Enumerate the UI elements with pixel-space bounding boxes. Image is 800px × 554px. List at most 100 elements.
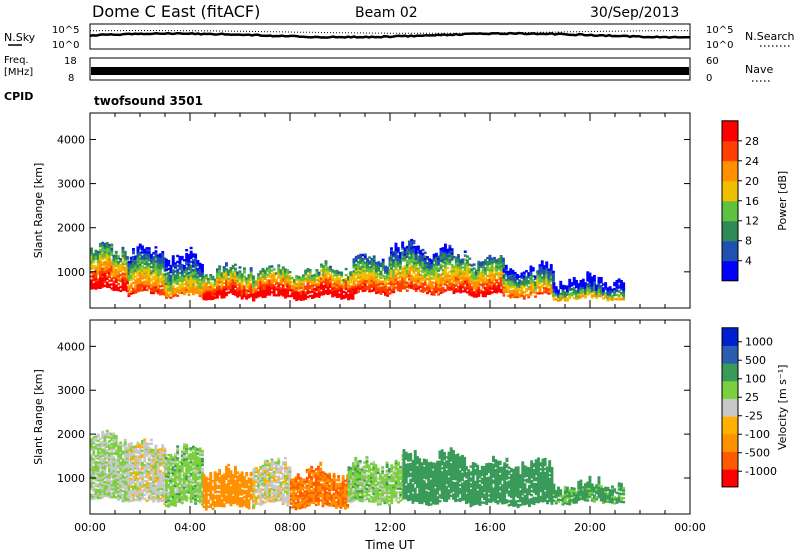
data-cell — [183, 448, 186, 452]
data-cell — [457, 262, 460, 265]
data-cell — [129, 489, 133, 492]
data-cell — [279, 269, 283, 272]
data-cell — [192, 481, 195, 484]
data-cell — [96, 457, 100, 460]
data-cell — [403, 267, 407, 270]
data-cell — [204, 290, 208, 293]
data-cell — [159, 265, 162, 268]
data-cell — [225, 272, 228, 275]
data-cell — [295, 288, 299, 292]
data-cell — [161, 264, 165, 268]
data-cell — [90, 283, 93, 286]
data-band — [165, 246, 204, 299]
data-cell — [441, 253, 445, 256]
data-cell — [504, 274, 508, 278]
data-cell — [129, 479, 133, 483]
data-cell — [354, 265, 358, 269]
data-cell — [159, 491, 162, 495]
data-cell — [165, 278, 168, 281]
data-cell — [448, 254, 452, 258]
data-cell — [581, 290, 585, 293]
data-cell — [159, 273, 162, 276]
data-cell — [114, 496, 118, 499]
data-cell — [466, 259, 469, 262]
data-cell — [394, 242, 398, 246]
data-cell — [150, 492, 153, 495]
data-cell — [112, 264, 116, 268]
data-cell — [466, 273, 469, 276]
data-cell — [150, 257, 153, 261]
data-cell — [99, 260, 102, 264]
data-cell — [313, 293, 317, 297]
data-cell — [161, 460, 165, 463]
data-cell — [240, 287, 244, 290]
data-cell — [171, 277, 175, 280]
data-cell — [192, 467, 195, 470]
data-cell — [220, 487, 224, 490]
data-cell — [196, 283, 200, 287]
data-cell — [123, 458, 127, 461]
data-cell — [96, 284, 100, 287]
data-cell — [561, 286, 565, 290]
data-cell — [211, 275, 215, 279]
data-cell — [147, 476, 151, 479]
data-cell — [202, 495, 206, 499]
data-cell — [123, 254, 127, 258]
data-cell — [549, 264, 553, 267]
data-cell — [117, 269, 120, 272]
data-cell — [518, 289, 522, 292]
data-cell — [216, 294, 219, 297]
data-cell — [141, 471, 144, 474]
data-cell — [189, 252, 193, 256]
data-cell — [150, 476, 153, 479]
data-cell — [159, 487, 162, 491]
data-cell — [189, 290, 193, 293]
data-cell — [540, 276, 544, 279]
data-cell — [169, 278, 173, 282]
data-cell — [129, 465, 133, 469]
data-cell — [477, 272, 481, 276]
y-tick-label: 3000 — [57, 178, 85, 191]
data-cell — [293, 289, 296, 292]
data-cell — [167, 501, 171, 504]
data-cell — [127, 472, 131, 475]
data-cell — [579, 286, 583, 289]
data-cell — [279, 273, 283, 276]
data-cell — [90, 263, 93, 266]
data-cell — [557, 291, 560, 294]
data-cell — [249, 275, 253, 278]
data-cell — [134, 445, 138, 448]
data-cell — [493, 258, 496, 262]
data-cell — [126, 275, 129, 279]
data-cell — [419, 281, 423, 285]
data-cell — [165, 296, 168, 299]
data-cell — [390, 271, 393, 274]
data-cell — [123, 442, 127, 446]
data-cell — [236, 291, 240, 294]
data-cell — [112, 436, 116, 439]
data-cell — [606, 293, 610, 296]
data-cell — [154, 284, 158, 287]
data-cell — [150, 285, 153, 289]
data-cell — [547, 280, 551, 283]
data-cell — [394, 276, 398, 279]
data-cell — [421, 252, 425, 256]
data-cell — [94, 285, 98, 288]
data-cell — [468, 293, 472, 296]
data-cell — [604, 282, 608, 285]
data-cell — [502, 282, 506, 285]
data-cell — [189, 274, 193, 277]
data-cell — [613, 281, 617, 285]
data-cell — [112, 476, 116, 479]
data-cell — [161, 274, 165, 278]
data-cell — [169, 284, 173, 288]
data-cell — [545, 287, 549, 290]
data-cell — [481, 276, 485, 280]
data-cell — [444, 245, 447, 248]
data-cell — [136, 250, 140, 253]
data-cell — [127, 448, 131, 452]
data-cell — [372, 283, 376, 286]
data-cell — [145, 452, 149, 455]
data-cell — [231, 278, 235, 282]
data-cell — [138, 461, 142, 464]
